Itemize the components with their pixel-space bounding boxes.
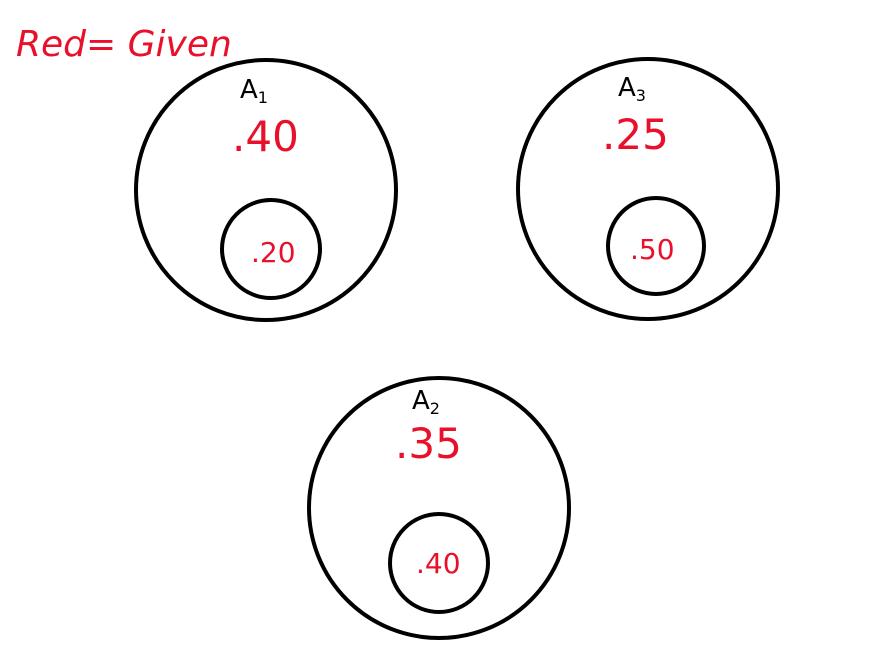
event-a2-label-sub: 2: [430, 399, 440, 418]
legend-text: Red= Given: [16, 24, 232, 65]
event-a1-inner-value: .20: [251, 236, 296, 269]
event-a3-inner-value: .50: [630, 233, 675, 266]
event-a2-inner-value: .40: [416, 547, 461, 580]
event-a2-group: A2 .35 .40: [307, 376, 571, 640]
event-a1-label-main: A: [240, 75, 258, 105]
event-a1-inner-circle: [220, 198, 322, 300]
event-a2-outer-value: .35: [395, 419, 462, 468]
event-a1-label-sub: 1: [258, 88, 268, 107]
event-a3-label-main: A: [618, 73, 636, 103]
event-a3-outer-value: .25: [602, 110, 669, 159]
event-a3-outer-circle: [516, 57, 780, 321]
event-a3-label: A3: [618, 73, 646, 105]
event-a2-outer-circle: [307, 376, 571, 640]
event-a1-label: A1: [240, 75, 268, 107]
event-a1-outer-value: .40: [232, 112, 299, 161]
event-a2-inner-circle: [388, 512, 490, 614]
event-a2-label-main: A: [412, 386, 430, 416]
event-a3-label-sub: 3: [636, 86, 646, 105]
event-a1-group: A1 .40 .20: [134, 58, 398, 322]
event-a3-group: A3 .25 .50: [516, 57, 780, 321]
event-a2-label: A2: [412, 386, 440, 418]
event-a1-outer-circle: [134, 58, 398, 322]
event-a3-inner-circle: [606, 196, 706, 296]
